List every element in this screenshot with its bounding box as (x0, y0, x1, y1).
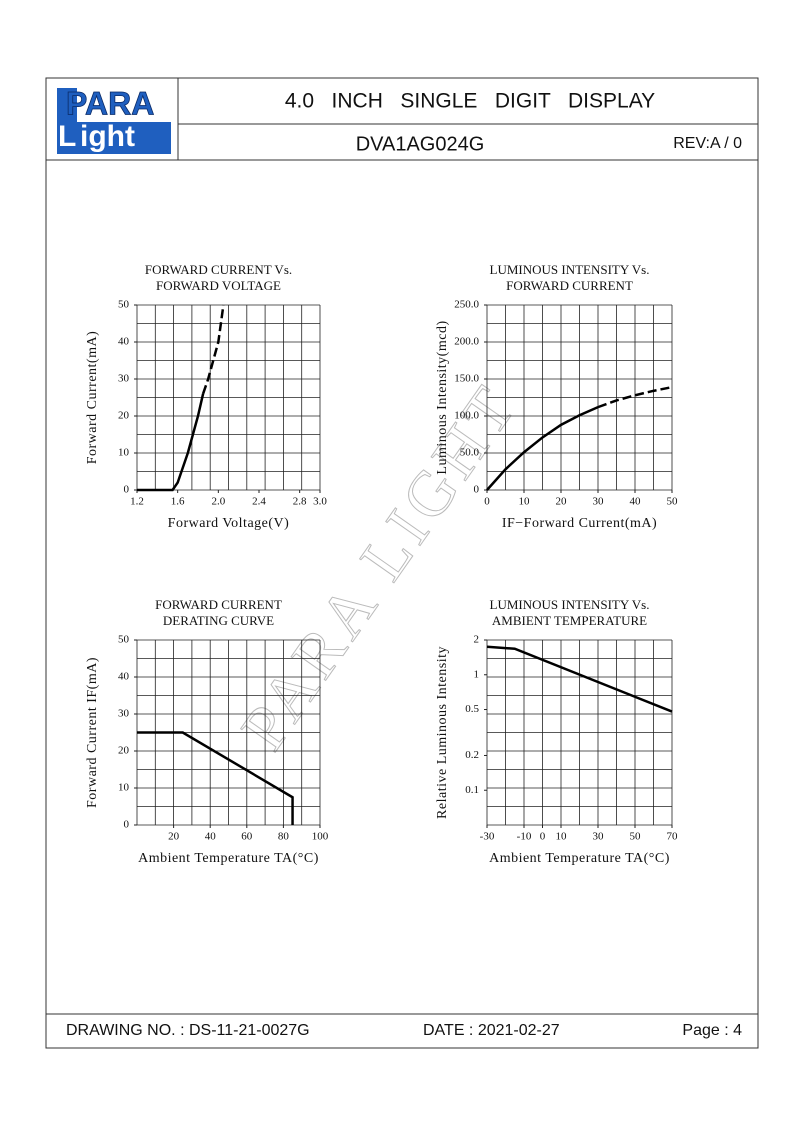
chart-title: FORWARD CURRENT (155, 597, 282, 612)
data-line (201, 304, 225, 395)
date: DATE : 2021-02-27 (423, 1022, 560, 1039)
x-axis-label: Ambient Temperature TA(°C) (138, 851, 319, 866)
x-tick-label: 30 (593, 496, 605, 508)
charts: FORWARD CURRENT Vs.FORWARD VOLTAGE010203… (85, 262, 678, 866)
x-axis-label: IF−Forward Current(mA) (502, 516, 657, 531)
y-tick-label: 10 (118, 447, 130, 459)
x-tick-label: -10 (517, 831, 532, 843)
revision: REV:A / 0 (673, 135, 742, 152)
chart-title: DERATING CURVE (163, 613, 274, 628)
chart: LUMINOUS INTENSITY Vs.FORWARD CURRENT 0 50… (435, 262, 678, 531)
y-tick-label: 20 (118, 745, 130, 757)
y-tick-label: 200.0 (454, 336, 479, 348)
x-tick-label: 1.2 (130, 496, 144, 508)
chart-title: LUMINOUS INTENSITY Vs. (490, 597, 650, 612)
y-axis-label: Forward Current(mA) (85, 331, 100, 465)
x-tick-label: 0 (484, 496, 490, 508)
y-tick-label: 250.0 (454, 299, 479, 311)
y-tick-label: 20 (118, 410, 130, 422)
x-tick-label: 40 (630, 496, 642, 508)
y-tick-label: 50 (118, 299, 130, 311)
part-number: DVA1AG024G (356, 133, 485, 155)
x-tick-label: 3.0 (313, 496, 327, 508)
y-tick-label: 0.2 (465, 749, 479, 761)
chart-title: FORWARD VOLTAGE (156, 278, 281, 293)
x-tick-label: 60 (241, 831, 253, 843)
x-tick-label: 50 (630, 831, 642, 843)
y-axis-label: Forward Current IF(mA) (85, 657, 100, 808)
x-tick-label: -30 (480, 831, 495, 843)
chart-title: AMBIENT TEMPERATURE (492, 613, 647, 628)
x-tick-label: 10 (556, 831, 568, 843)
x-axis-label: Forward Voltage(V) (168, 516, 290, 531)
data-line (137, 731, 294, 825)
x-tick-label: 20 (168, 831, 180, 843)
y-tick-label: 2 (474, 634, 480, 646)
x-tick-label: 0 (540, 831, 546, 843)
y-tick-label: 10 (118, 782, 130, 794)
y-tick-label: 0 (124, 819, 130, 831)
x-tick-label: 10 (519, 496, 531, 508)
x-tick-label: 100 (312, 831, 329, 843)
y-tick-label: 30 (118, 373, 130, 385)
chart-title: FORWARD CURRENT (506, 278, 633, 293)
y-axis-label: Relative Luminous Intensity (435, 646, 450, 819)
y-axis-label: Luminous Intensity(mcd) (435, 320, 450, 474)
x-tick-label: 70 (667, 831, 679, 843)
x-tick-label: 80 (278, 831, 290, 843)
chart: LUMINOUS INTENSITY Vs.AMBIENT TEMPERATUR… (435, 597, 678, 866)
y-tick-label: 50.0 (460, 447, 480, 459)
chart: FORWARD CURRENT Vs.FORWARD VOLTAGE 0 10 20 3… (85, 262, 327, 531)
y-tick-label: 40 (118, 671, 130, 683)
frame (45, 77, 759, 1049)
x-tick-label: 40 (205, 831, 217, 843)
y-tick-label: 30 (118, 708, 130, 720)
logo: PARA L ight (57, 85, 171, 154)
y-tick-label: 0.1 (465, 784, 479, 796)
y-tick-label: 50 (118, 634, 130, 646)
x-tick-label: 20 (556, 496, 568, 508)
y-tick-label: 0 (124, 484, 130, 496)
y-tick-label: 0 (474, 484, 480, 496)
data-line (486, 645, 673, 713)
page-number: Page : 4 (682, 1022, 742, 1039)
data-line (597, 385, 673, 409)
logo-top: PARA (66, 85, 154, 121)
y-tick-label: 40 (118, 336, 130, 348)
data-line (137, 393, 205, 492)
x-tick-label: 50 (667, 496, 679, 508)
x-tick-label: 30 (593, 831, 605, 843)
chart-title: LUMINOUS INTENSITY Vs. (490, 262, 650, 277)
logo-initial: L (58, 120, 76, 153)
y-tick-label: 1 (474, 668, 480, 680)
doc-title: 4.0 INCH SINGLE DIGIT DISPLAY (285, 90, 655, 113)
logo-bottom: ight (80, 120, 135, 153)
x-axis-label: Ambient Temperature TA(°C) (489, 851, 670, 866)
x-tick-label: 2.4 (252, 496, 266, 508)
x-tick-label: 2.8 (293, 496, 307, 508)
y-tick-label: 150.0 (454, 373, 479, 385)
y-tick-label: 0.5 (465, 703, 479, 715)
x-tick-label: 1.6 (171, 496, 185, 508)
x-tick-label: 2.0 (211, 496, 225, 508)
logo-l-stem (57, 88, 77, 154)
y-tick-label: 100.0 (454, 410, 479, 422)
chart-title: FORWARD CURRENT Vs. (145, 262, 292, 277)
drawing-number: DRAWING NO. : DS-11-21-0027G (66, 1022, 310, 1039)
data-line (486, 405, 599, 491)
